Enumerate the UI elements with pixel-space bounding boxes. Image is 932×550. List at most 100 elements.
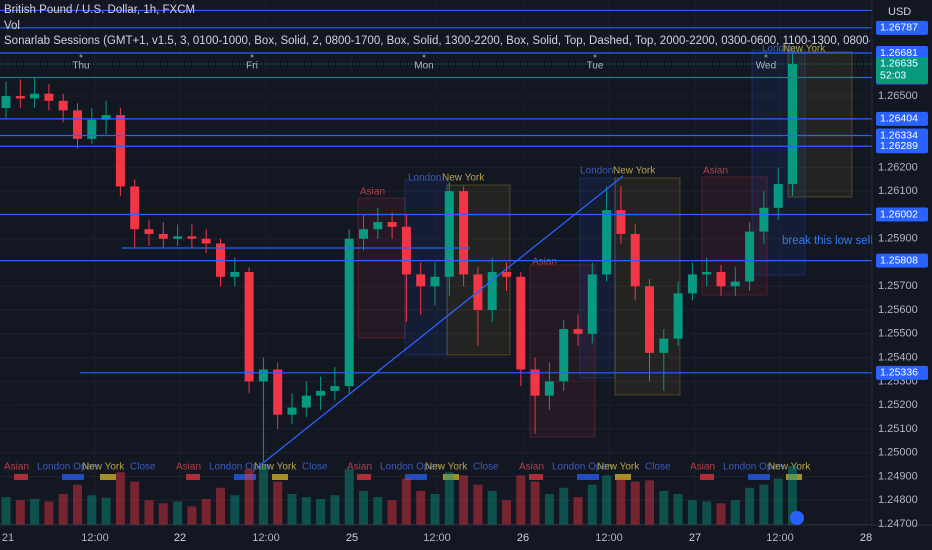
- volume-bar: [659, 490, 669, 525]
- candle-body: [616, 210, 626, 234]
- volume-bar: [788, 466, 797, 525]
- candle-body: [287, 407, 297, 415]
- volume-bar: [373, 497, 383, 525]
- volume-bar: [30, 498, 40, 525]
- y-tick-label: 1.24900: [878, 470, 918, 482]
- x-tick-label: 12:00: [766, 532, 794, 544]
- bottom-session: London Open: [380, 462, 441, 473]
- y-tick-label: 1.26200: [878, 161, 918, 173]
- candle-body: [673, 293, 683, 339]
- y-tick-label: 1.25400: [878, 352, 918, 364]
- session-marker: [700, 474, 714, 480]
- volume-bar: [544, 494, 554, 525]
- x-tick-label: 27: [689, 532, 701, 544]
- level-tag: [876, 46, 928, 61]
- volume: [1, 466, 797, 525]
- session-marker: [529, 474, 543, 480]
- day-dot: [593, 54, 597, 58]
- volume-bar: [773, 478, 783, 525]
- bottom-session: London Open: [37, 462, 98, 473]
- candle-body: [759, 207, 769, 232]
- title: British Pound / U.S. Dollar, 1h, FXCM: [4, 4, 195, 16]
- candle-body: [544, 381, 554, 396]
- session-label: Asian: [532, 257, 557, 268]
- candle-body: [359, 229, 368, 239]
- bottom-session: New York: [425, 462, 468, 473]
- session-marker: [357, 474, 371, 480]
- indicator-clip: Sonarlab Sessions (GMT+1, v1.5, 3, 0100-…: [4, 35, 870, 47]
- candle-body: [44, 93, 54, 101]
- bottom-session: Asian: [690, 462, 715, 473]
- current-price-label: 1.26635: [880, 58, 918, 70]
- session-marker: [615, 474, 631, 480]
- candle-body: [115, 115, 125, 187]
- volume-bar: [158, 503, 168, 525]
- candle-body: [130, 186, 140, 230]
- volume-bar: [559, 487, 569, 525]
- volume-bar: [15, 500, 25, 525]
- day-dot: [764, 54, 768, 58]
- session-box: [787, 51, 853, 198]
- volume-bar: [344, 469, 354, 525]
- volume-bar: [516, 475, 526, 525]
- level-label: 1.26681: [880, 47, 918, 59]
- volume-bar: [502, 500, 511, 525]
- level-label: 1.26404: [880, 113, 918, 125]
- y-tick-label: 1.25700: [878, 280, 918, 292]
- candle-body: [158, 233, 168, 239]
- session-box: [446, 184, 511, 356]
- candle-body: [530, 369, 540, 396]
- candle-body: [587, 274, 597, 334]
- candle-body: [573, 329, 583, 334]
- volume-bar: [273, 481, 283, 525]
- candle-body: [416, 274, 426, 287]
- level-label: 1.26002: [880, 208, 918, 220]
- session-label: London: [580, 166, 613, 177]
- day-label: Fri: [246, 61, 258, 72]
- scale-labels: 1.24700 1.24800 1.24900 1.25000 1.25100 1.252…: [876, 20, 928, 530]
- y-tick-label: 1.25600: [878, 304, 918, 316]
- session-label: New York: [783, 44, 826, 55]
- volume-bar: [616, 478, 626, 525]
- volume-bar: [745, 487, 755, 525]
- candle-body: [344, 238, 354, 387]
- session-marker: [443, 474, 459, 480]
- volume-bar: [316, 498, 326, 525]
- y-tick-label: 1.25500: [878, 328, 918, 340]
- candle-body: [401, 226, 411, 275]
- session-label: Asian: [703, 166, 728, 177]
- price-scale: [872, 0, 932, 550]
- bottom-session: Asian: [347, 462, 372, 473]
- bottom-session: New York: [768, 462, 811, 473]
- level-tag: [876, 253, 928, 268]
- level-label: 1.25808: [880, 254, 918, 266]
- volume-bar: [416, 490, 426, 525]
- x-tick-label: 12:00: [252, 532, 280, 544]
- candle-body: [58, 100, 68, 111]
- x-tick-label: 21: [2, 532, 14, 544]
- volume-bar: [359, 490, 368, 525]
- day-dot: [250, 54, 254, 58]
- candle-body: [15, 96, 25, 99]
- volume-bar: [702, 501, 712, 525]
- volume-bar: [330, 495, 340, 525]
- level-tag: [876, 128, 928, 143]
- bottom-session: Asian: [4, 462, 29, 473]
- candle-body: [273, 369, 283, 415]
- level-label: 1.26334: [880, 129, 918, 141]
- candle-body: [244, 272, 254, 382]
- currency: USD: [888, 6, 911, 18]
- x-tick-label: 22: [174, 532, 186, 544]
- bottom-session: New York: [254, 462, 297, 473]
- candle-body: [201, 238, 211, 244]
- bottom-session: Asian: [176, 462, 201, 473]
- candle-body: [430, 276, 440, 287]
- candle-body: [1, 96, 11, 108]
- candle-body: [559, 329, 569, 382]
- bottom-session: Close: [645, 462, 671, 473]
- volume-bar: [673, 494, 683, 525]
- session-marker: [186, 474, 200, 480]
- candle-body: [502, 272, 511, 277]
- session-marker: [405, 474, 427, 480]
